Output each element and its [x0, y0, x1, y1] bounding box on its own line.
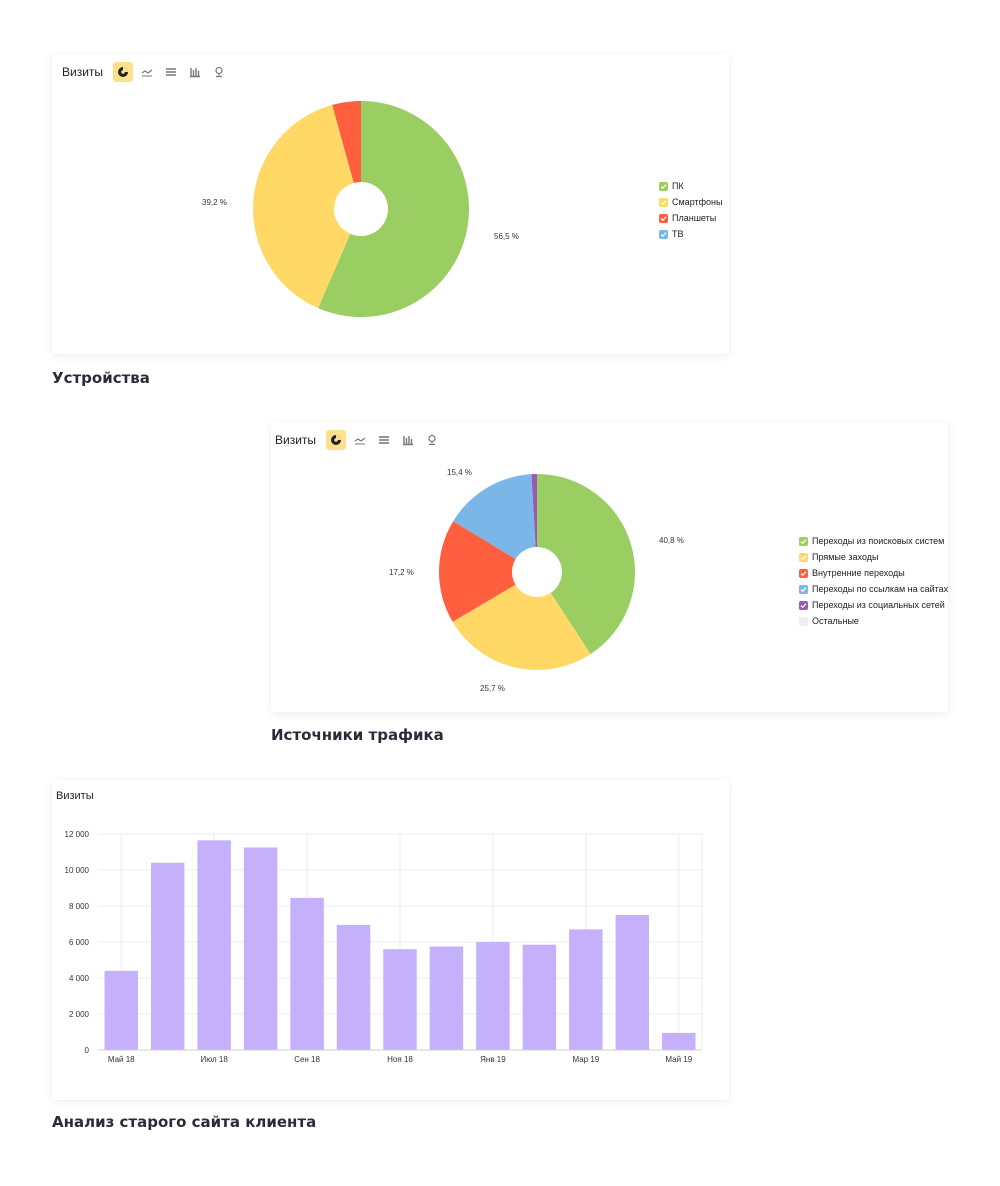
legend-label: Внутренние переходы	[812, 568, 905, 578]
y-tick-label: 0	[85, 1046, 90, 1055]
traffic-caption: Источники трафика	[271, 726, 444, 744]
bar[interactable]	[197, 840, 231, 1050]
pie-slice[interactable]	[452, 584, 591, 670]
legend-checkbox-icon[interactable]	[659, 229, 668, 239]
legend-checkbox-icon[interactable]	[799, 568, 808, 578]
legend-item[interactable]: Смартфоны	[659, 194, 722, 210]
pie-icon[interactable]	[326, 430, 347, 450]
slice-value-label: 56,5 %	[494, 232, 519, 241]
visits-bar-chart: 0 2 000 4 000 6 000 8 000 10 000 12 000 Май 18 И…	[65, 830, 703, 1064]
legend-item[interactable]: Остальные	[799, 613, 948, 629]
bar-icon[interactable]	[398, 430, 418, 450]
x-tick-label: Июл 18	[200, 1055, 228, 1064]
slice-value-label: 15,4 %	[447, 468, 472, 477]
bar[interactable]	[662, 1032, 696, 1050]
legend-label: Переходы из поисковых систем	[812, 536, 945, 546]
traffic-donut-chart	[439, 474, 635, 670]
chart-toolbar: Визиты	[62, 62, 229, 82]
legend-checkbox-icon[interactable]	[799, 616, 808, 626]
legend-item[interactable]: ТВ	[659, 226, 722, 242]
slice-value-label: 17,2 %	[389, 568, 414, 577]
slice-value-label: 25,7 %	[480, 684, 505, 693]
traffic-legend: Переходы из поисковых систем Прямые заход…	[799, 533, 948, 629]
legend-checkbox-icon[interactable]	[799, 584, 808, 594]
chart-title: Визиты	[56, 790, 94, 802]
x-tick-label: Май 18	[108, 1055, 135, 1064]
legend-label: ПК	[672, 181, 684, 191]
legend-checkbox-icon[interactable]	[659, 181, 668, 191]
pie-slice[interactable]	[253, 104, 354, 309]
legend-item[interactable]: Внутренние переходы	[799, 565, 948, 581]
legend-label: Переходы из социальных сетей	[812, 600, 945, 610]
bar[interactable]	[243, 847, 278, 1051]
pie-slice[interactable]	[439, 521, 516, 622]
bar[interactable]	[336, 924, 371, 1050]
y-tick-label: 8 000	[69, 902, 90, 911]
x-tick-label: Янв 19	[480, 1055, 506, 1064]
legend-item[interactable]: Прямые заходы	[799, 549, 948, 565]
legend-label: Остальные	[812, 616, 859, 626]
slice-value-label: 40,8 %	[659, 536, 684, 545]
devices-caption: Устройства	[52, 369, 150, 387]
bar[interactable]	[104, 970, 138, 1050]
devices-donut-chart	[253, 101, 469, 317]
bar-chart-caption: Анализ старого сайта клиента	[52, 1113, 317, 1131]
x-tick-label: Мар 19	[572, 1055, 599, 1064]
x-tick-label: Ноя 18	[387, 1055, 413, 1064]
area-icon[interactable]	[161, 62, 181, 82]
bar[interactable]	[615, 915, 650, 1050]
pie-slice[interactable]	[332, 101, 361, 183]
bar[interactable]	[150, 862, 185, 1050]
legend-label: Планшеты	[672, 213, 717, 223]
chart-toolbar: Визиты	[275, 430, 442, 450]
pie-slice[interactable]	[531, 474, 537, 548]
legend-item[interactable]: Переходы из социальных сетей	[799, 597, 948, 613]
legend-label: Переходы по ссылкам на сайтах	[812, 584, 949, 594]
metric-label[interactable]: Визиты	[275, 433, 317, 447]
devices-chart-card: Визиты 39,2 % 56,5 % ПК Смартфоны Планшеты…	[52, 54, 729, 354]
bar-icon[interactable]	[185, 62, 205, 82]
slice-value-label: 39,2 %	[202, 198, 227, 207]
y-tick-label: 12 000	[65, 830, 90, 839]
pie-slice[interactable]	[453, 474, 536, 560]
y-tick-label: 10 000	[65, 866, 90, 875]
pie-slice[interactable]	[318, 101, 469, 317]
pie-slice[interactable]	[537, 474, 635, 655]
bar[interactable]	[290, 897, 324, 1050]
pie-icon[interactable]	[113, 62, 134, 82]
legend-item[interactable]: Планшеты	[659, 210, 722, 226]
visits-bar-chart-card: Визиты 0 2 000 4 000 6 000 8 000 10 000 12 000…	[52, 780, 729, 1100]
bar[interactable]	[383, 949, 417, 1050]
legend-label: Смартфоны	[672, 197, 723, 207]
map-icon[interactable]	[209, 62, 229, 82]
y-tick-label: 4 000	[69, 974, 90, 983]
legend-checkbox-icon[interactable]	[799, 536, 808, 546]
legend-checkbox-icon[interactable]	[659, 213, 668, 223]
x-tick-label: Май 19	[665, 1055, 692, 1064]
metric-label[interactable]: Визиты	[62, 65, 104, 79]
map-icon[interactable]	[422, 430, 442, 450]
line-icon[interactable]	[137, 62, 157, 82]
legend-item[interactable]: Переходы по ссылкам на сайтах	[799, 581, 948, 597]
legend-checkbox-icon[interactable]	[799, 600, 808, 610]
bar[interactable]	[569, 929, 603, 1050]
bar[interactable]	[476, 942, 510, 1050]
x-tick-label: Сен 18	[294, 1055, 320, 1064]
legend-checkbox-icon[interactable]	[659, 197, 668, 207]
legend-checkbox-icon[interactable]	[799, 552, 808, 562]
bar[interactable]	[429, 946, 464, 1051]
bar[interactable]	[522, 944, 557, 1050]
y-tick-label: 6 000	[69, 938, 90, 947]
traffic-chart-card: Визиты 15,4 % 40,8 % 17,2 % 25,7 % Перех…	[271, 422, 948, 712]
legend-item[interactable]: Переходы из поисковых систем	[799, 533, 948, 549]
area-icon[interactable]	[374, 430, 394, 450]
line-icon[interactable]	[350, 430, 370, 450]
legend-label: ТВ	[672, 229, 684, 239]
legend-item[interactable]: ПК	[659, 178, 722, 194]
devices-legend: ПК Смартфоны Планшеты ТВ	[659, 178, 722, 242]
y-tick-label: 2 000	[69, 1010, 90, 1019]
legend-label: Прямые заходы	[812, 552, 879, 562]
